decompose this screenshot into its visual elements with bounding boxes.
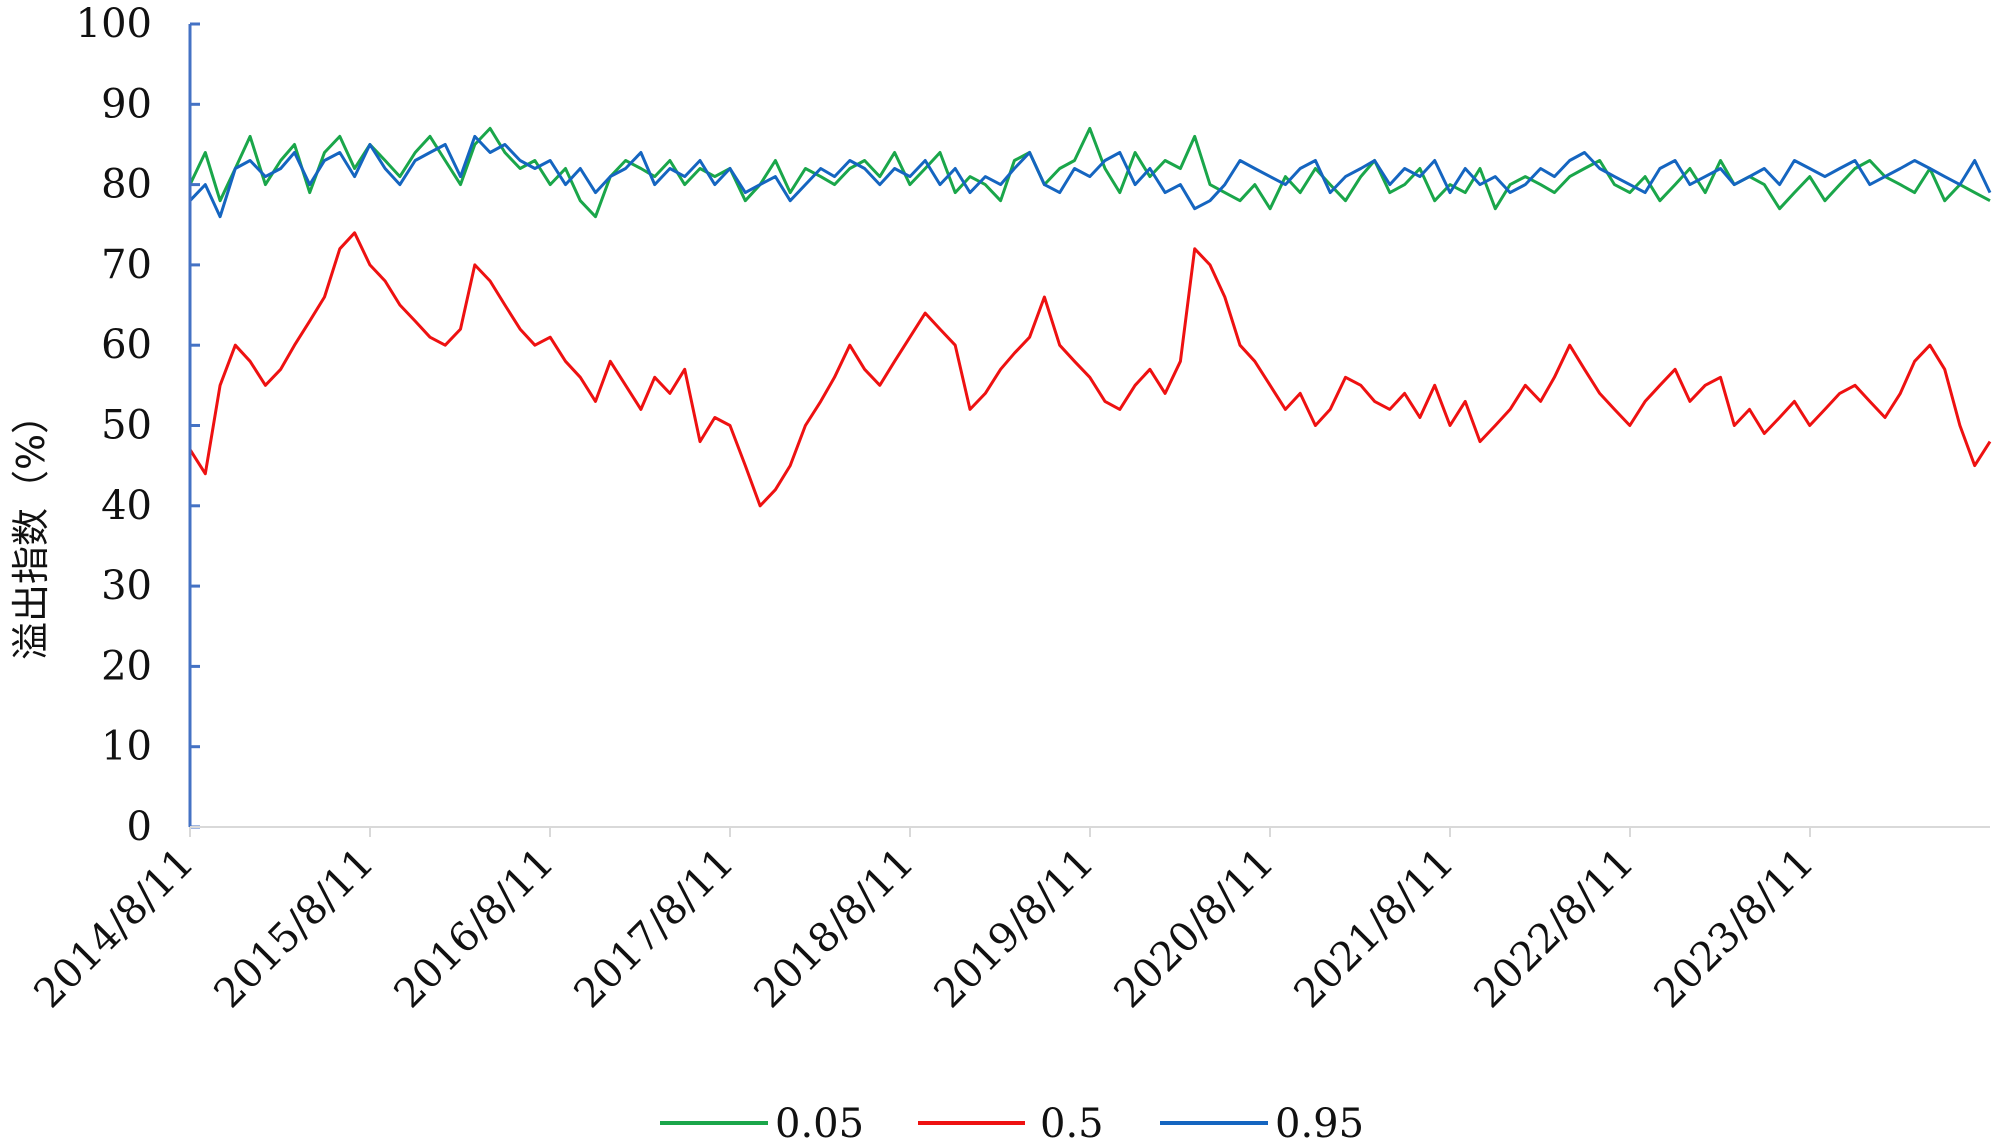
x-tick-label: 2018/8/11 xyxy=(746,840,924,1018)
y-tick-label: 10 xyxy=(101,724,152,770)
y-tick-label: 0 xyxy=(127,804,152,850)
y-tick-label: 20 xyxy=(101,643,152,689)
y-tick-label: 70 xyxy=(101,242,152,288)
legend-label: 0.5 xyxy=(1040,1101,1104,1146)
x-tick-label: 2019/8/11 xyxy=(926,840,1104,1018)
y-tick-label: 90 xyxy=(101,81,152,127)
y-axis-label: 溢出指数（%） xyxy=(9,396,53,660)
x-tick-label: 2021/8/11 xyxy=(1286,840,1464,1018)
series-line-0_5 xyxy=(188,231,1992,508)
x-tick-label: 2017/8/11 xyxy=(566,840,744,1018)
x-axis: 2014/8/11 2015/8/11 2016/8/11 2017/8/11 2018… xyxy=(26,826,1990,1018)
plot-area xyxy=(188,126,1992,508)
x-tick-label: 2023/8/11 xyxy=(1646,840,1824,1018)
x-tick-label: 2015/8/11 xyxy=(206,840,384,1018)
x-tick-label: 2022/8/11 xyxy=(1466,840,1644,1018)
series-line-0_05 xyxy=(188,126,1991,219)
y-tick-label: 40 xyxy=(101,483,152,529)
legend: 0.05 0.5 0.95 xyxy=(660,1101,1364,1146)
y-tick-label: 60 xyxy=(101,322,152,368)
y-axis: 0 10 20 30 40 50 60 70 80 90 100 xyxy=(76,1,200,850)
y-tick-label: 80 xyxy=(101,162,152,208)
y-tick-label: 100 xyxy=(76,1,152,47)
y-tick-label: 30 xyxy=(101,563,152,609)
x-tick-label: 2014/8/11 xyxy=(26,840,204,1018)
legend-label: 0.95 xyxy=(1275,1101,1364,1146)
x-tick-label: 2016/8/11 xyxy=(386,840,564,1018)
y-tick-label: 50 xyxy=(101,403,152,449)
legend-label: 0.05 xyxy=(775,1101,864,1146)
series-line-0_95 xyxy=(188,134,1992,219)
x-tick-label: 2020/8/11 xyxy=(1106,840,1284,1018)
